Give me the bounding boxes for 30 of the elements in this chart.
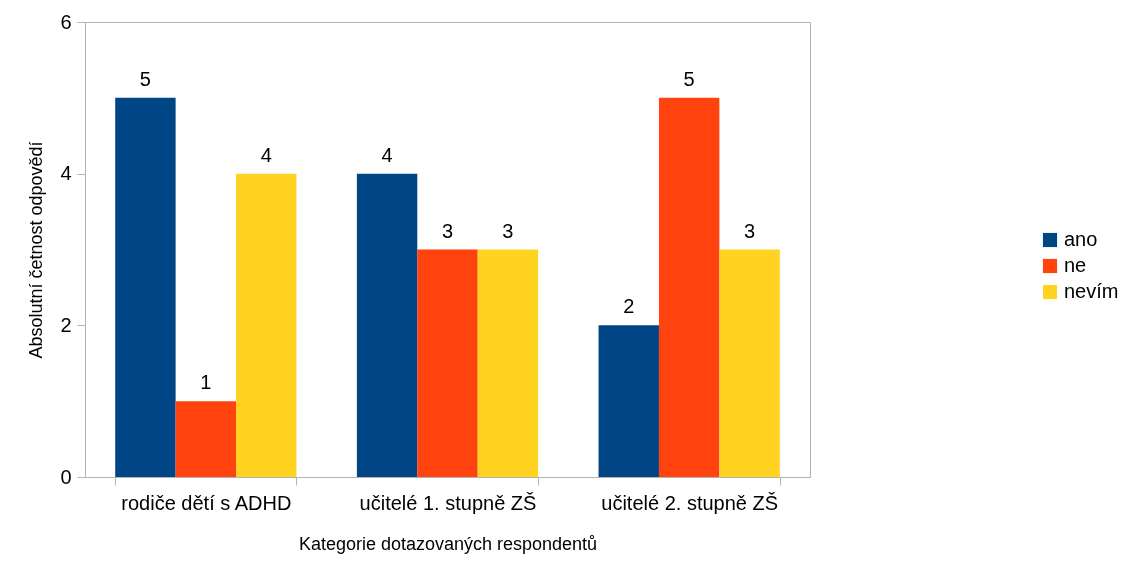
data-label: 5 <box>139 67 151 90</box>
y-tick-label: 4 <box>60 162 72 185</box>
y-axis-title: Absolutní četnost odpovědí <box>26 141 47 359</box>
y-tick-label: 6 <box>60 10 72 33</box>
data-label: 2 <box>623 295 635 318</box>
legend-label: nevím <box>1064 280 1119 302</box>
y-tick-label: 2 <box>60 313 72 336</box>
x-axis-title: Kategorie dotazovaných respondentů <box>298 533 598 554</box>
x-tick-label: učitelé 1. stupně ZŠ <box>359 491 537 514</box>
bar <box>417 249 478 477</box>
bar <box>115 97 176 477</box>
data-label: 4 <box>260 143 272 166</box>
bar <box>356 173 418 477</box>
data-label: 3 <box>502 219 514 242</box>
bar <box>175 401 237 477</box>
bar <box>598 325 659 477</box>
data-label: 1 <box>200 371 212 394</box>
data-label: 4 <box>381 143 393 166</box>
legend-label: ano <box>1064 228 1098 250</box>
y-tick-label: 0 <box>60 465 72 488</box>
data-label: 3 <box>744 219 756 242</box>
data-label: 3 <box>441 219 454 242</box>
bar <box>236 173 297 477</box>
legend-label: ne <box>1064 254 1087 276</box>
bar <box>719 249 780 477</box>
bar <box>658 97 720 477</box>
x-tick-label: učitelé 2. stupně ZŠ <box>601 491 779 514</box>
x-tick-label: rodiče dětí s ADHD <box>121 491 292 514</box>
bar <box>477 249 539 477</box>
data-label: 5 <box>683 67 695 90</box>
